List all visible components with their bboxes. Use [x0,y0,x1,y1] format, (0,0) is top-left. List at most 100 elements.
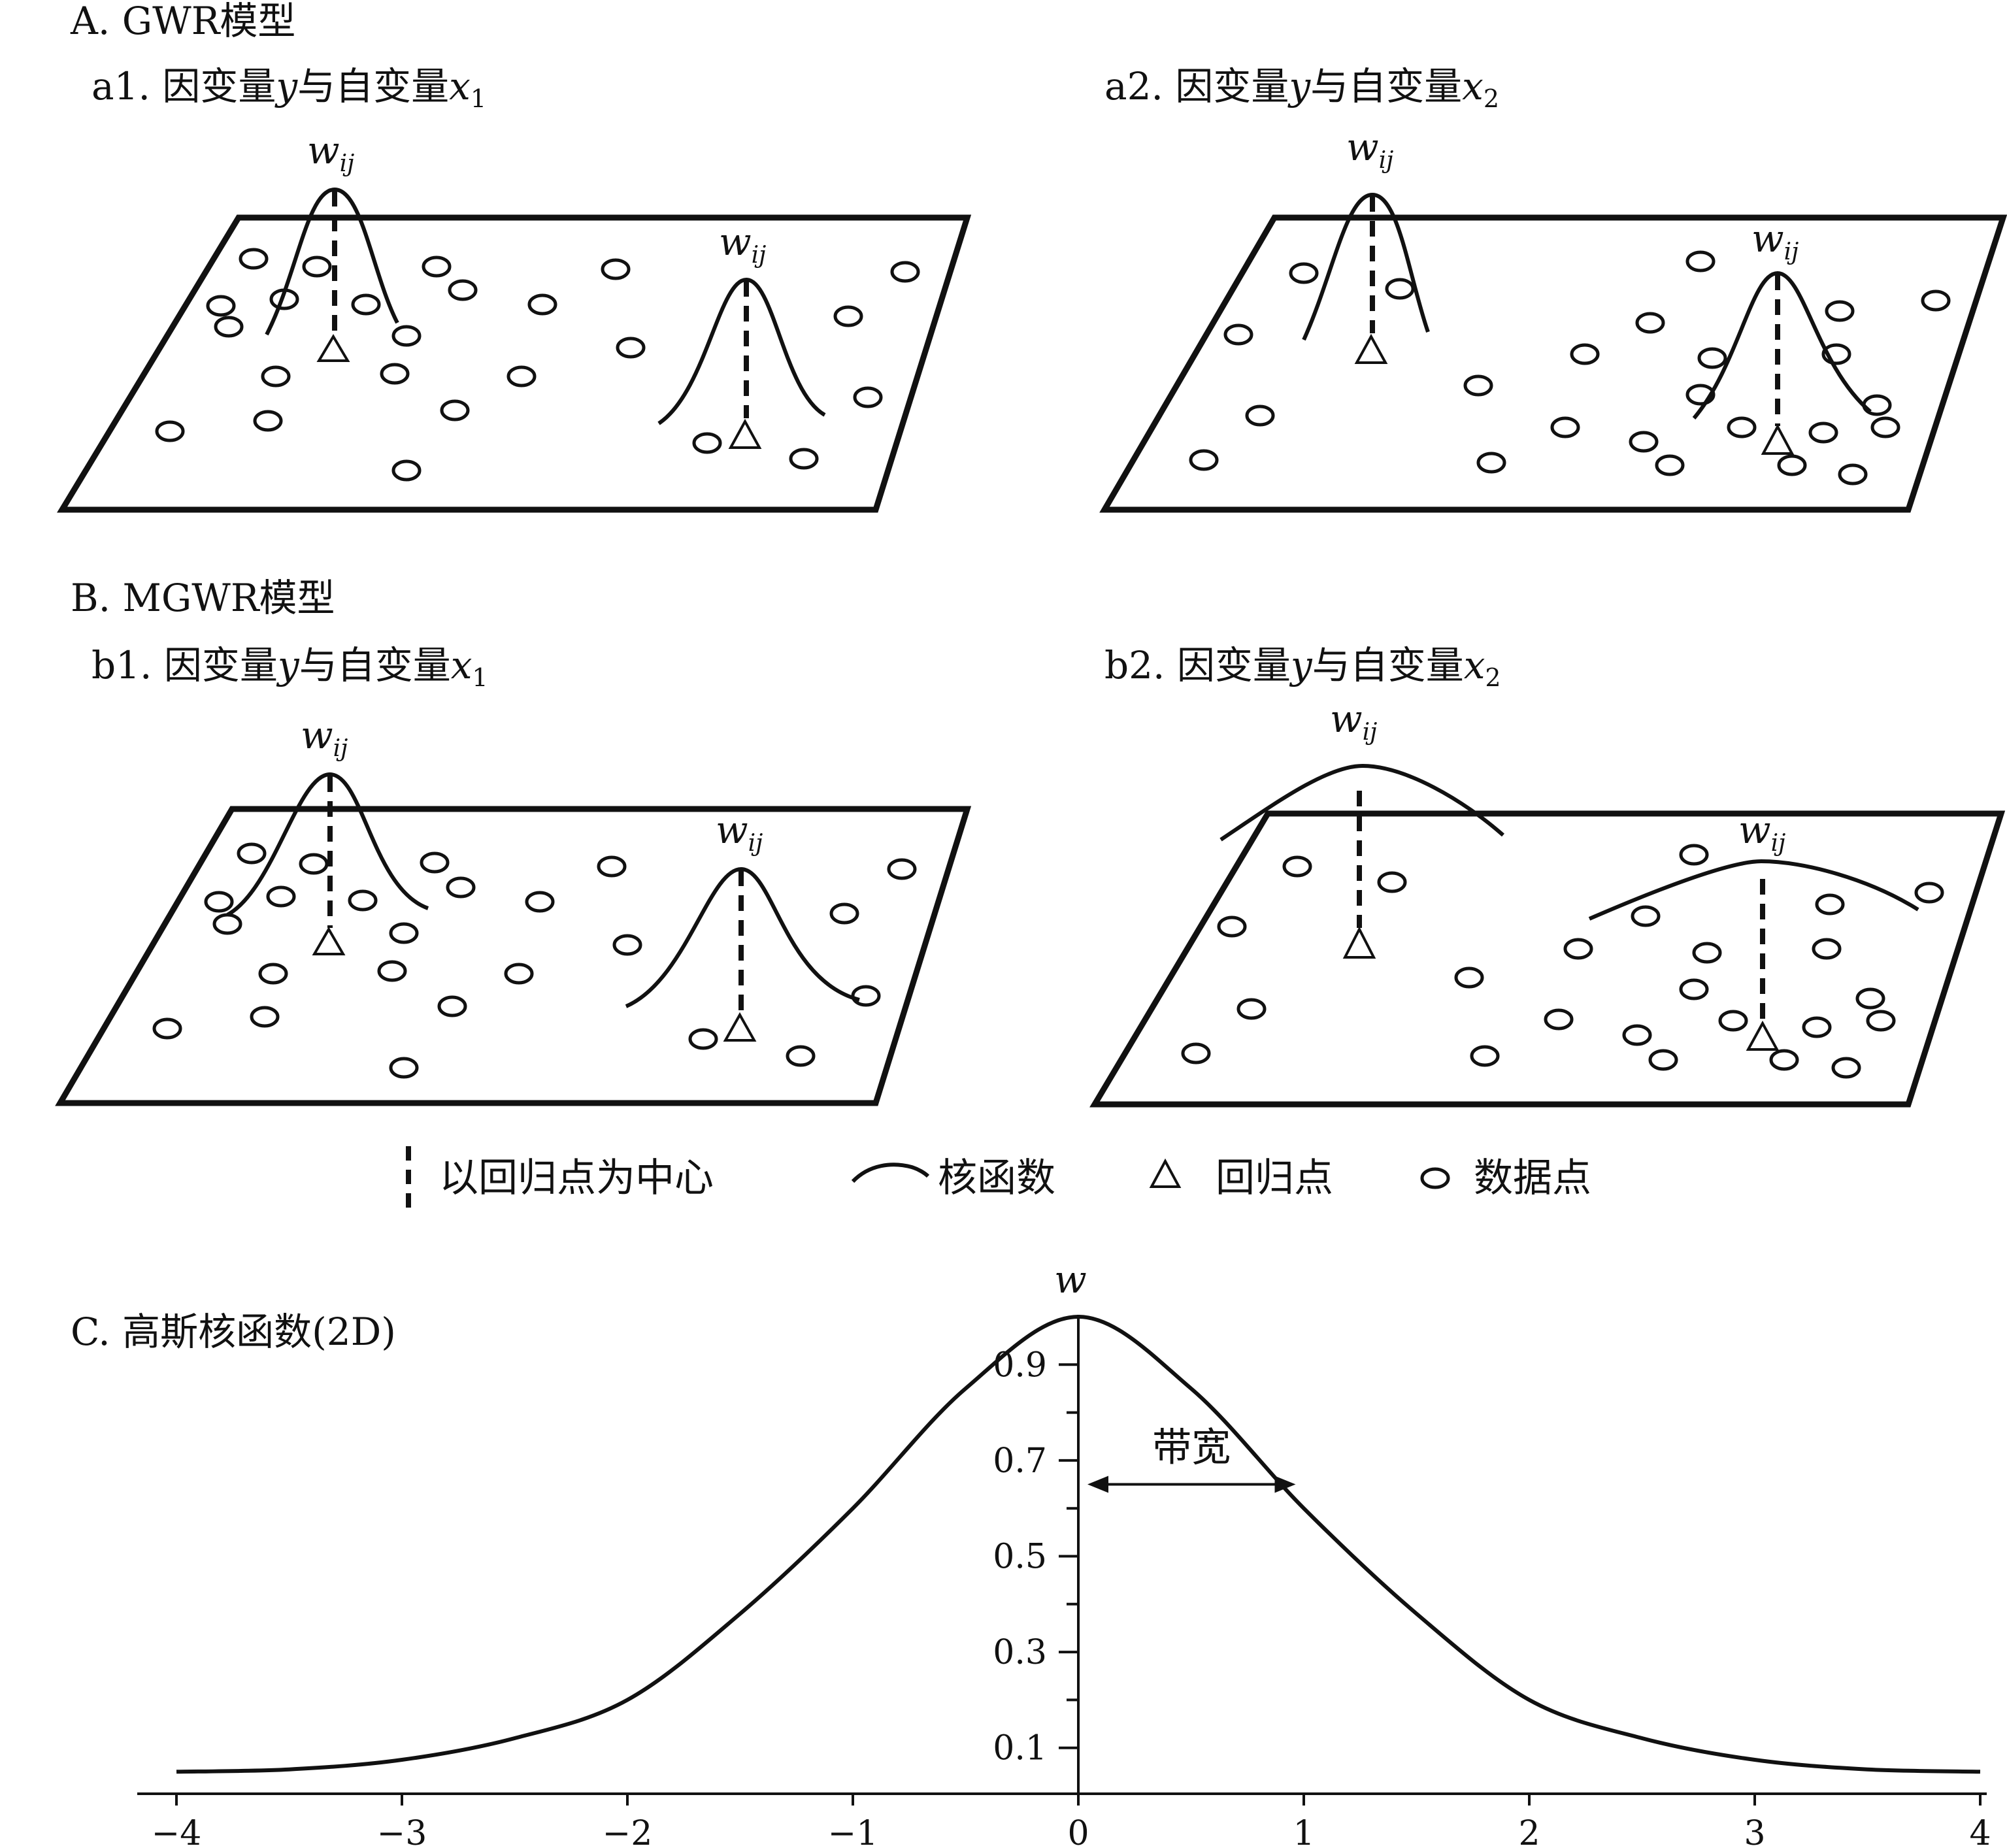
kernel-curve [1692,271,1872,420]
data-point [853,386,883,408]
x-tick-label: −1 [828,1814,878,1848]
data-point [1914,882,1944,904]
regression-point [723,1012,757,1042]
weight-label: wij [716,808,763,857]
data-point [440,399,470,421]
panel-a1: a1. 因变量y与自变量x1 [57,64,972,513]
data-point [1655,454,1685,476]
kernel-curve [226,772,429,917]
weight-label: wij [1330,697,1377,746]
data-point [380,363,410,385]
data-point [1622,1024,1652,1046]
data-point [250,1006,280,1028]
data-point [152,1017,182,1040]
data-point [1831,1057,1861,1079]
data-point [1855,987,1885,1010]
data-point [214,316,244,338]
data-point [851,985,881,1007]
data-point [1812,938,1842,960]
x-tick-label: 3 [1744,1814,1765,1848]
kernel-curve [1588,859,1919,921]
data-point [1289,262,1319,284]
data-point [422,256,452,278]
x-tick-label: −3 [377,1814,427,1848]
data-point [786,1045,816,1067]
regression-point [312,927,346,955]
data-point [1476,452,1506,474]
data-point [1282,855,1312,878]
data-point [239,248,269,270]
regression-point [316,334,350,362]
weight-label: wij [307,128,354,177]
legend: 以回归点为中心 核函数 回归点 数据点 [406,1146,1591,1208]
y-tick-label: 0.1 [993,1729,1047,1768]
kernel-curve [1219,763,1504,842]
data-point [1470,1045,1500,1067]
data-point [1635,312,1665,334]
data-point [688,1028,718,1050]
data-point [1685,384,1716,406]
data-point [1921,289,1951,312]
section-c-title: C. 高斯核函数(2D) [71,1310,396,1354]
data-point [1377,871,1407,893]
data-point [212,913,242,935]
data-point [1815,893,1845,916]
legend-regression-point-icon [1149,1158,1182,1188]
data-point [1385,278,1415,300]
data-point [525,891,555,913]
kernel-curve [265,187,399,336]
data-point [1821,343,1851,365]
weight-label: wij [1738,808,1785,857]
data-point [1181,1042,1211,1064]
panel-b1: b1. 因变量y与自变量x1 [55,643,972,1106]
data-point [1245,404,1275,427]
data-point [261,365,291,388]
data-point [348,889,378,912]
data-point [391,325,422,347]
data-point [1802,1016,1832,1038]
data-points [155,248,920,482]
panel-b1-title: b1. 因变量y与自变量x1 [91,643,488,692]
data-point [1544,1008,1574,1031]
data-point [1685,250,1716,272]
data-point [1870,416,1900,438]
data-point [1727,416,1757,438]
data-point [1866,1010,1896,1032]
legend-data-point-icon [1420,1167,1450,1189]
data-point [1718,1010,1748,1032]
x-tick-label: 0 [1067,1814,1089,1848]
x-tick-label: −4 [152,1814,202,1848]
gaussian-kernel-chart: −4 −3 −2 −1 0 1 2 3 4 0.1 0.3 0.5 0.7 0.9 w 带宽 [137,1257,1991,1848]
data-point [377,960,407,982]
y-tick-label: 0.3 [993,1633,1047,1672]
data-point [206,295,236,317]
data-point [506,365,537,388]
plane [55,806,972,1106]
panel-b2-title: b2. 因变量y与自变量x2 [1104,643,1501,692]
data-point [299,853,329,875]
data-point [389,1057,419,1079]
x-ticks: −4 −3 −2 −1 0 1 2 3 4 [152,1794,1991,1848]
data-point [389,922,419,944]
data-point [1692,942,1722,964]
data-point [1777,454,1807,476]
x-tick-label: 1 [1293,1814,1314,1848]
gaussian-curve [176,1314,1981,1774]
data-point [1808,421,1838,444]
data-point [789,448,819,470]
regression-point [1354,333,1388,364]
legend-center-label: 以回归点为中心 [439,1155,714,1201]
x-tick-label: −2 [603,1814,653,1848]
data-point [1697,347,1727,369]
regression-point [1746,1020,1780,1051]
panel-b2: b2. 因变量y与自变量x2 [1089,643,2006,1108]
data-point [420,851,450,874]
regression-point [1761,423,1795,455]
weight-label: wij [1346,125,1393,174]
data-point [829,902,859,925]
kernel-curve [657,277,826,425]
y-ticks: 0.1 0.3 0.5 0.7 0.9 [993,1345,1078,1768]
data-points [152,842,917,1079]
data-point [504,963,534,985]
